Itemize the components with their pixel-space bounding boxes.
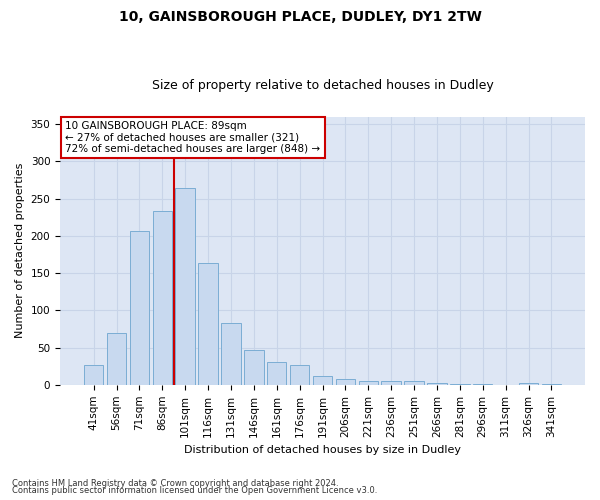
Bar xyxy=(519,384,538,385)
X-axis label: Distribution of detached houses by size in Dudley: Distribution of detached houses by size … xyxy=(184,445,461,455)
Bar xyxy=(359,381,378,385)
Bar xyxy=(382,381,401,385)
Bar xyxy=(404,381,424,385)
Bar xyxy=(130,230,149,385)
Bar xyxy=(244,350,263,385)
Y-axis label: Number of detached properties: Number of detached properties xyxy=(15,163,25,338)
Bar xyxy=(84,364,103,385)
Bar xyxy=(290,364,310,385)
Bar xyxy=(199,264,218,385)
Bar xyxy=(542,384,561,385)
Text: 10, GAINSBOROUGH PLACE, DUDLEY, DY1 2TW: 10, GAINSBOROUGH PLACE, DUDLEY, DY1 2TW xyxy=(119,10,481,24)
Bar xyxy=(335,379,355,385)
Text: Contains HM Land Registry data © Crown copyright and database right 2024.: Contains HM Land Registry data © Crown c… xyxy=(12,478,338,488)
Bar xyxy=(267,362,286,385)
Bar xyxy=(450,384,470,385)
Bar xyxy=(313,376,332,385)
Bar xyxy=(221,323,241,385)
Bar xyxy=(175,188,195,385)
Title: Size of property relative to detached houses in Dudley: Size of property relative to detached ho… xyxy=(152,79,493,92)
Bar xyxy=(473,384,493,385)
Bar xyxy=(427,384,446,385)
Bar xyxy=(152,212,172,385)
Bar xyxy=(107,332,126,385)
Text: 10 GAINSBOROUGH PLACE: 89sqm
← 27% of detached houses are smaller (321)
72% of s: 10 GAINSBOROUGH PLACE: 89sqm ← 27% of de… xyxy=(65,121,320,154)
Text: Contains public sector information licensed under the Open Government Licence v3: Contains public sector information licen… xyxy=(12,486,377,495)
